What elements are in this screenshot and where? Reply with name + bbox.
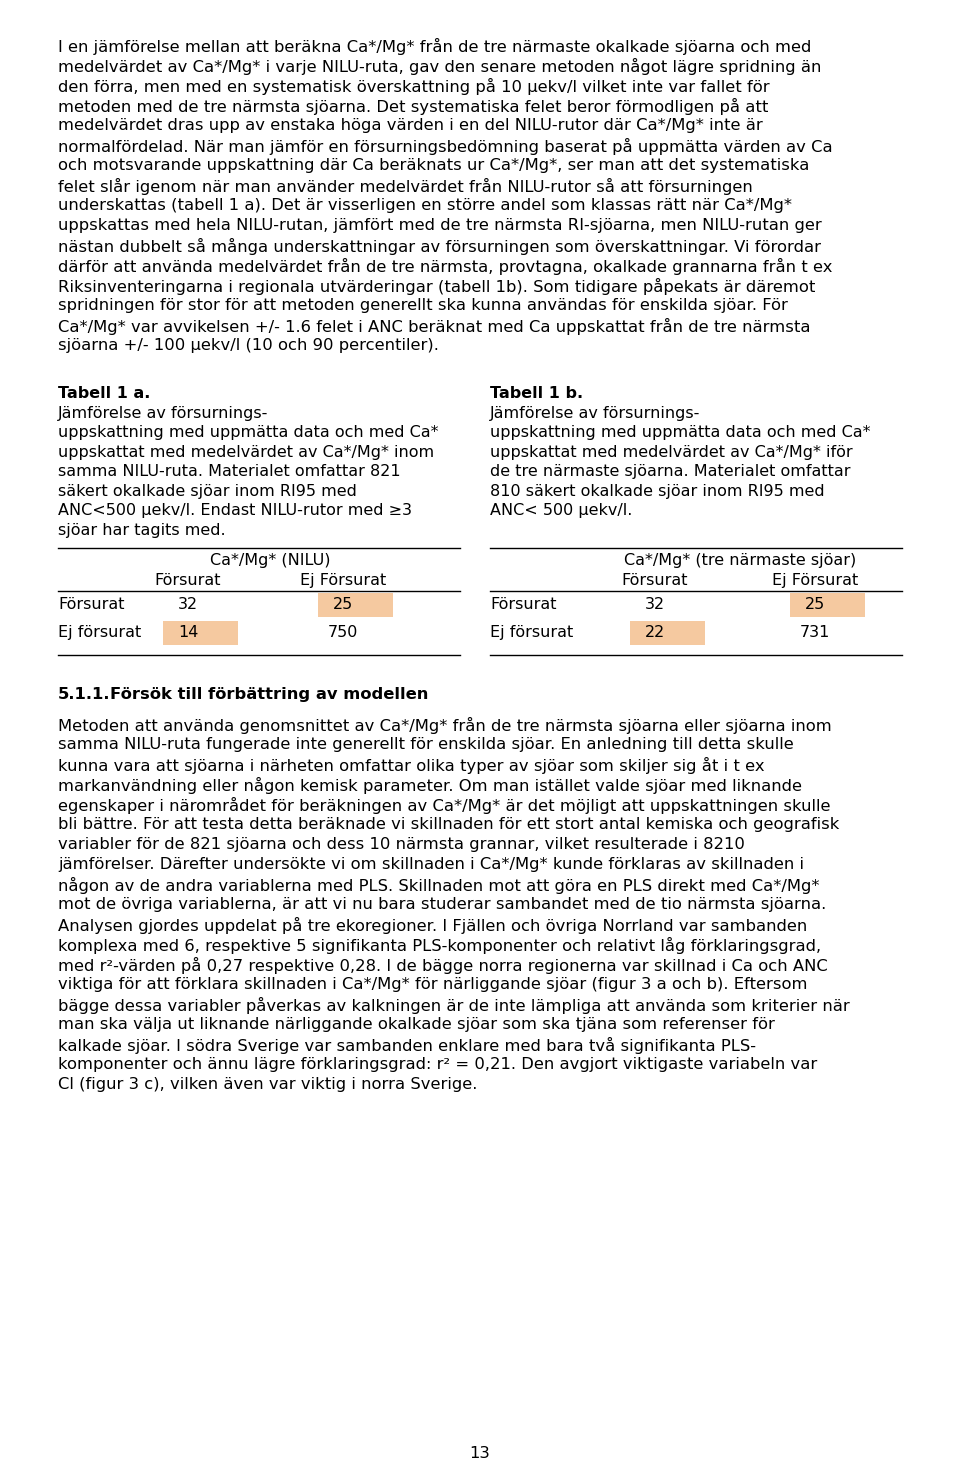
Text: Cl (figur 3 c), vilken även var viktig i norra Sverige.: Cl (figur 3 c), vilken även var viktig i… bbox=[58, 1077, 477, 1092]
Bar bbox=[318, 593, 393, 618]
Text: I en jämförelse mellan att beräkna Ca*/Mg* från de tre närmaste okalkade sjöarna: I en jämförelse mellan att beräkna Ca*/M… bbox=[58, 38, 811, 55]
Text: bli bättre. För att testa detta beräknade vi skillnaden för ett stort antal kemi: bli bättre. För att testa detta beräknad… bbox=[58, 817, 839, 831]
Text: Ca*/Mg* (tre närmaste sjöar): Ca*/Mg* (tre närmaste sjöar) bbox=[624, 553, 856, 567]
Text: samma NILU-ruta fungerade inte generellt för enskilda sjöar. En anledning till d: samma NILU-ruta fungerade inte generellt… bbox=[58, 737, 794, 752]
Text: komponenter och ännu lägre förklaringsgrad: r² = 0,21. Den avgjort viktigaste va: komponenter och ännu lägre förklaringsgr… bbox=[58, 1057, 817, 1072]
Text: 14: 14 bbox=[178, 625, 198, 640]
Text: med r²-värden på 0,27 respektive 0,28. I de bägge norra regionerna var skillnad : med r²-värden på 0,27 respektive 0,28. I… bbox=[58, 957, 828, 974]
Text: Försök till förbättring av modellen: Försök till förbättring av modellen bbox=[110, 687, 428, 702]
Text: 22: 22 bbox=[645, 625, 665, 640]
Bar bbox=[630, 621, 705, 646]
Text: 750: 750 bbox=[327, 625, 358, 640]
Text: komplexa med 6, respektive 5 signifikanta PLS-komponenter och relativt låg förkl: komplexa med 6, respektive 5 signifikant… bbox=[58, 937, 821, 954]
Text: 32: 32 bbox=[645, 597, 665, 612]
Text: Ej Försurat: Ej Försurat bbox=[300, 573, 386, 588]
Text: Jämförelse av försurnings-: Jämförelse av försurnings- bbox=[58, 405, 269, 420]
Text: uppskattas med hela NILU-rutan, jämfört med de tre närmsta RI-sjöarna, men NILU-: uppskattas med hela NILU-rutan, jämfört … bbox=[58, 218, 822, 233]
Text: Tabell 1 a.: Tabell 1 a. bbox=[58, 386, 156, 401]
Text: Försurat: Försurat bbox=[58, 597, 125, 612]
Text: 731: 731 bbox=[800, 625, 830, 640]
Text: därför att använda medelvärdet från de tre närmsta, provtagna, okalkade grannarn: därför att använda medelvärdet från de t… bbox=[58, 258, 832, 276]
Text: 13: 13 bbox=[469, 1446, 491, 1461]
Text: 810 säkert okalkade sjöar inom RI95 med: 810 säkert okalkade sjöar inom RI95 med bbox=[490, 483, 825, 498]
Text: mot de övriga variablerna, är att vi nu bara studerar sambandet med de tio närms: mot de övriga variablerna, är att vi nu … bbox=[58, 898, 827, 912]
Text: Försurat: Försurat bbox=[490, 597, 557, 612]
Text: Tabell 1 b.: Tabell 1 b. bbox=[490, 386, 588, 401]
Text: uppskattning med uppmätta data och med Ca*: uppskattning med uppmätta data och med C… bbox=[58, 425, 439, 441]
Text: Riksinventeringarna i regionala utvärderingar (tabell 1b). Som tidigare påpekats: Riksinventeringarna i regionala utvärder… bbox=[58, 279, 815, 295]
Text: 25: 25 bbox=[804, 597, 826, 612]
Text: samma NILU-ruta. Materialet omfattar 821: samma NILU-ruta. Materialet omfattar 821 bbox=[58, 464, 400, 479]
Text: underskattas (tabell 1 a). Det är visserligen en större andel som klassas rätt n: underskattas (tabell 1 a). Det är visser… bbox=[58, 198, 792, 214]
Text: den förra, men med en systematisk överskattning på 10 μekv/l vilket inte var fal: den förra, men med en systematisk översk… bbox=[58, 78, 770, 94]
Text: Försurat: Försurat bbox=[622, 573, 688, 588]
Text: bägge dessa variabler påverkas av kalkningen är de inte lämpliga att använda som: bägge dessa variabler påverkas av kalkni… bbox=[58, 996, 850, 1014]
Text: 25: 25 bbox=[333, 597, 353, 612]
Text: de tre närmaste sjöarna. Materialet omfattar: de tre närmaste sjöarna. Materialet omfa… bbox=[490, 464, 851, 479]
Text: jämförelser. Därefter undersökte vi om skillnaden i Ca*/Mg* kunde förklaras av s: jämförelser. Därefter undersökte vi om s… bbox=[58, 856, 804, 873]
Text: uppskattat med medelvärdet av Ca*/Mg* inom: uppskattat med medelvärdet av Ca*/Mg* in… bbox=[58, 445, 434, 460]
Text: ANC< 500 μekv/l.: ANC< 500 μekv/l. bbox=[490, 503, 633, 517]
Text: kunna vara att sjöarna i närheten omfattar olika typer av sjöar som skiljer sig : kunna vara att sjöarna i närheten omfatt… bbox=[58, 758, 764, 774]
Bar bbox=[163, 621, 238, 646]
Text: någon av de andra variablerna med PLS. Skillnaden mot att göra en PLS direkt med: någon av de andra variablerna med PLS. S… bbox=[58, 877, 820, 895]
Text: spridningen för stor för att metoden generellt ska kunna användas för enskilda s: spridningen för stor för att metoden gen… bbox=[58, 298, 788, 312]
Text: och motsvarande uppskattning där Ca beräknats ur Ca*/Mg*, ser man att det system: och motsvarande uppskattning där Ca berä… bbox=[58, 158, 809, 172]
Text: felet slår igenom när man använder medelvärdet från NILU-rutor så att försurning: felet slår igenom när man använder medel… bbox=[58, 178, 753, 195]
Text: metoden med de tre närmsta sjöarna. Det systematiska felet beror förmodligen på : metoden med de tre närmsta sjöarna. Det … bbox=[58, 97, 768, 115]
Text: Metoden att använda genomsnittet av Ca*/Mg* från de tre närmsta sjöarna eller sj: Metoden att använda genomsnittet av Ca*/… bbox=[58, 716, 831, 734]
Text: normalfördelad. När man jämför en försurningsbedömning baserat på uppmätta värde: normalfördelad. När man jämför en försur… bbox=[58, 139, 832, 155]
Text: markanvändning eller någon kemisk parameter. Om man istället valde sjöar med lik: markanvändning eller någon kemisk parame… bbox=[58, 777, 802, 794]
Text: Jämförelse av försurnings-: Jämförelse av försurnings- bbox=[490, 405, 701, 420]
Text: egenskaper i närområdet för beräkningen av Ca*/Mg* är det möjligt att uppskattni: egenskaper i närområdet för beräkningen … bbox=[58, 797, 830, 814]
Text: Ca*/Mg* (NILU): Ca*/Mg* (NILU) bbox=[210, 553, 331, 567]
Text: Analysen gjordes uppdelat på tre ekoregioner. I Fjällen och övriga Norrland var : Analysen gjordes uppdelat på tre ekoregi… bbox=[58, 917, 807, 935]
Text: uppskattat med medelvärdet av Ca*/Mg* iför: uppskattat med medelvärdet av Ca*/Mg* if… bbox=[490, 445, 852, 460]
Text: variabler för de 821 sjöarna och dess 10 närmsta grannar, vilket resulterade i 8: variabler för de 821 sjöarna och dess 10… bbox=[58, 837, 745, 852]
Text: Ca*/Mg* var avvikelsen +/- 1.6 felet i ANC beräknat med Ca uppskattat från de tr: Ca*/Mg* var avvikelsen +/- 1.6 felet i A… bbox=[58, 318, 810, 335]
Text: Ej Försurat: Ej Försurat bbox=[772, 573, 858, 588]
Text: säkert okalkade sjöar inom RI95 med: säkert okalkade sjöar inom RI95 med bbox=[58, 483, 357, 498]
Text: medelvärdet av Ca*/Mg* i varje NILU-ruta, gav den senare metoden något lägre spr: medelvärdet av Ca*/Mg* i varje NILU-ruta… bbox=[58, 57, 822, 75]
Text: kalkade sjöar. I södra Sverige var sambanden enklare med bara två signifikanta P: kalkade sjöar. I södra Sverige var samba… bbox=[58, 1038, 756, 1054]
Text: Ej försurat: Ej försurat bbox=[58, 625, 141, 640]
Text: Ej försurat: Ej försurat bbox=[490, 625, 573, 640]
Text: sjöar har tagits med.: sjöar har tagits med. bbox=[58, 522, 226, 538]
Text: 5.1.1.: 5.1.1. bbox=[58, 687, 110, 702]
Text: 32: 32 bbox=[178, 597, 198, 612]
Text: uppskattning med uppmätta data och med Ca*: uppskattning med uppmätta data och med C… bbox=[490, 425, 871, 441]
Text: man ska välja ut liknande närliggande okalkade sjöar som ska tjäna som referense: man ska välja ut liknande närliggande ok… bbox=[58, 1017, 775, 1032]
Text: sjöarna +/- 100 μekv/l (10 och 90 percentiler).: sjöarna +/- 100 μekv/l (10 och 90 percen… bbox=[58, 338, 439, 352]
Bar bbox=[790, 593, 865, 618]
Text: Försurat: Försurat bbox=[155, 573, 221, 588]
Text: medelvärdet dras upp av enstaka höga värden i en del NILU-rutor där Ca*/Mg* inte: medelvärdet dras upp av enstaka höga vär… bbox=[58, 118, 763, 133]
Text: nästan dubbelt så många underskattningar av försurningen som överskattningar. Vi: nästan dubbelt så många underskattningar… bbox=[58, 237, 821, 255]
Text: ANC<500 μekv/l. Endast NILU-rutor med ≥3: ANC<500 μekv/l. Endast NILU-rutor med ≥3 bbox=[58, 503, 412, 517]
Text: viktiga för att förklara skillnaden i Ca*/Mg* för närliggande sjöar (figur 3 a o: viktiga för att förklara skillnaden i Ca… bbox=[58, 977, 807, 992]
